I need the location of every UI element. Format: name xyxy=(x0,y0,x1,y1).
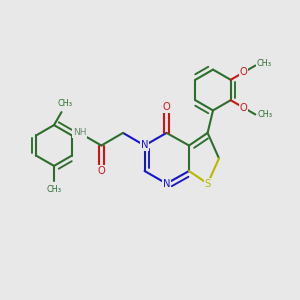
Text: CH₃: CH₃ xyxy=(57,99,72,108)
Text: CH₃: CH₃ xyxy=(257,59,272,68)
Text: O: O xyxy=(240,67,248,77)
Text: CH₃: CH₃ xyxy=(257,110,272,119)
Text: N: N xyxy=(163,178,170,189)
Text: O: O xyxy=(163,102,170,112)
Text: N: N xyxy=(141,140,148,151)
Text: O: O xyxy=(240,103,248,113)
Text: NH: NH xyxy=(73,128,86,137)
Text: O: O xyxy=(98,166,105,176)
Text: CH₃: CH₃ xyxy=(46,185,62,194)
Text: S: S xyxy=(205,178,211,189)
